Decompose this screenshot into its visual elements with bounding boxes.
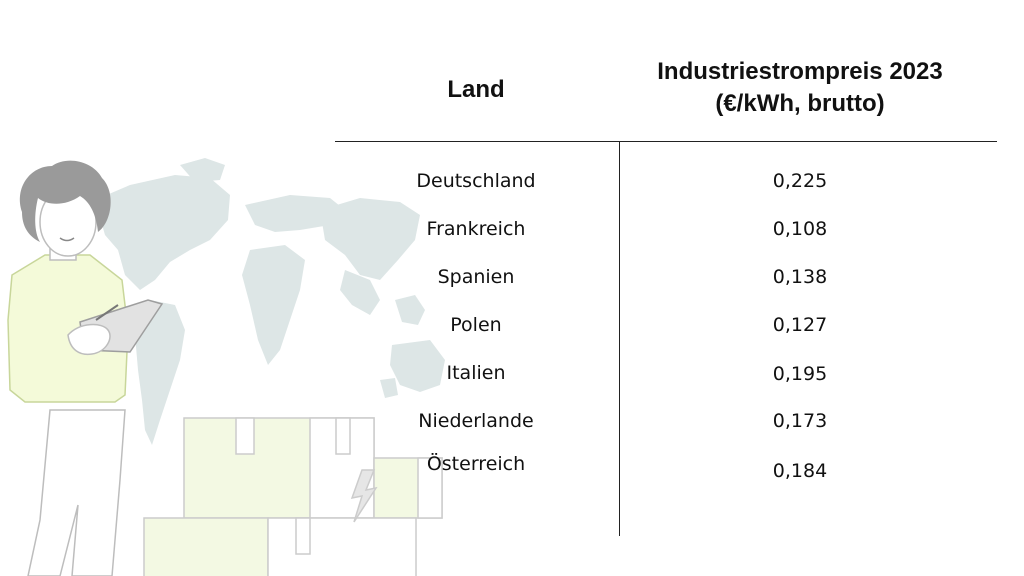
person-illustration <box>7 160 164 576</box>
table-cell-price: 0,138 <box>772 266 828 288</box>
table-cell-land: Österreich <box>426 453 526 475</box>
table-cell-land: Niederlande <box>418 410 534 432</box>
column-header-land: Land <box>447 76 505 103</box>
table-cell-land: Deutschland <box>416 170 536 192</box>
column-header-price-line2: (€/kWh, brutto) <box>715 90 885 117</box>
table-cell-land: Italien <box>446 362 506 384</box>
column-header-price: Industriestrompreis 2023 (€/kWh, brutto) <box>620 56 980 120</box>
header-divider-horizontal <box>335 141 997 142</box>
table-cell-land: Polen <box>450 314 502 336</box>
table-cell-price: 0,195 <box>772 363 828 385</box>
table-cell-price: 0,173 <box>772 410 828 432</box>
boxes-illustration <box>143 417 443 576</box>
column-divider-vertical <box>619 142 620 536</box>
column-header-price-line1: Industriestrompreis 2023 <box>657 58 943 85</box>
table-cell-price: 0,127 <box>772 314 828 336</box>
table-cell-price: 0,184 <box>772 460 828 482</box>
table-cell-price: 0,108 <box>772 218 828 240</box>
table-cell-price: 0,225 <box>772 170 828 192</box>
table-cell-land: Spanien <box>437 266 515 288</box>
table-cell-land: Frankreich <box>426 218 526 240</box>
world-map-illustration <box>95 158 445 445</box>
